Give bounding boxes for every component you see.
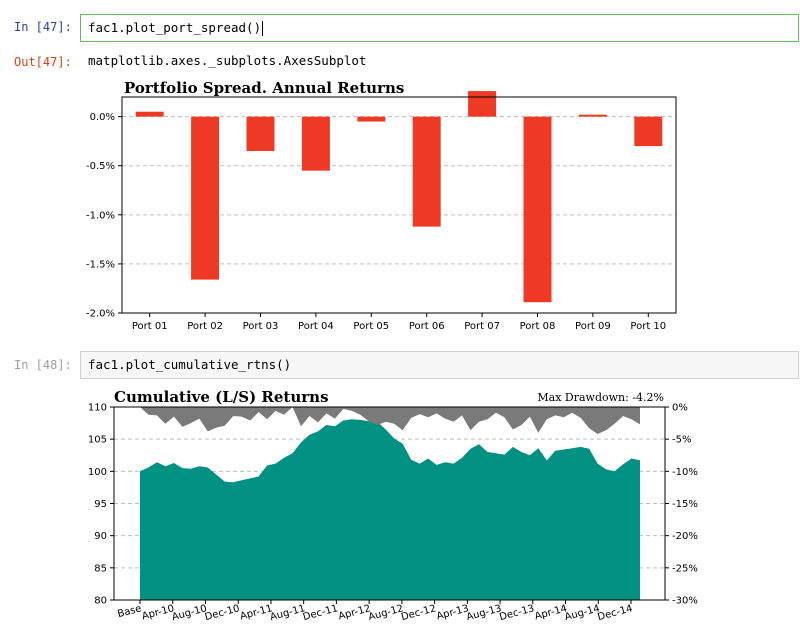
y2-tick-label: -25% bbox=[672, 563, 698, 574]
bar bbox=[135, 111, 164, 117]
y-tick-label: 105 bbox=[88, 435, 107, 446]
chart-title: Cumulative (L/S) Returns bbox=[114, 388, 329, 406]
y-tick-label: 85 bbox=[94, 563, 107, 574]
x-tick-label: Dec-12 bbox=[400, 603, 437, 623]
y-tick-label: 110 bbox=[88, 403, 107, 414]
y-tick-label: 95 bbox=[94, 499, 107, 510]
code-text-47: fac1.plot_port_spread() bbox=[88, 20, 262, 35]
output-text-47: matplotlib.axes._subplots.AxesSubplot bbox=[88, 53, 367, 68]
x-tick-label: Port 06 bbox=[409, 321, 445, 332]
max-drawdown-annotation: Max Drawdown: -4.2% bbox=[537, 391, 664, 404]
x-tick-label: Port 08 bbox=[520, 321, 556, 332]
code-text-48: fac1.plot_cumulative_rtns() bbox=[88, 357, 292, 372]
cumulative-return-area bbox=[140, 419, 640, 600]
plot-frame bbox=[121, 96, 677, 314]
code-cell-47[interactable]: fac1.plot_port_spread() bbox=[80, 14, 799, 42]
y-tick-label: -2.0% bbox=[86, 309, 115, 320]
y-tick-label: -1.0% bbox=[86, 210, 115, 221]
x-tick-label: Port 10 bbox=[630, 321, 666, 332]
bar bbox=[578, 114, 607, 117]
x-tick-label: Port 03 bbox=[243, 321, 279, 332]
x-tick-label: Base bbox=[116, 603, 142, 620]
chart-title: Portfolio Spread. Annual Returns bbox=[124, 79, 404, 97]
x-tick-label: Port 01 bbox=[132, 321, 168, 332]
y2-tick-label: -30% bbox=[672, 596, 698, 607]
x-tick-label: Port 09 bbox=[575, 321, 611, 332]
y-tick-label: -0.5% bbox=[86, 161, 115, 172]
text-cursor bbox=[262, 21, 264, 36]
bar bbox=[191, 116, 220, 280]
y-tick-label: 80 bbox=[94, 596, 107, 607]
y-tick-label: -1.5% bbox=[86, 259, 115, 270]
x-tick-label: Aug-10 bbox=[171, 603, 208, 623]
code-cell-48[interactable]: fac1.plot_cumulative_rtns() bbox=[80, 351, 799, 379]
in-prompt-48: In [48]: bbox=[14, 358, 72, 372]
drawdown-area bbox=[140, 407, 640, 434]
y-tick-label: 100 bbox=[88, 467, 107, 478]
bar bbox=[634, 116, 663, 147]
in-prompt-47: In [47]: bbox=[14, 20, 72, 34]
y2-tick-label: -5% bbox=[672, 435, 691, 446]
x-tick-label: Dec-10 bbox=[204, 603, 241, 623]
x-tick-label: Dec-13 bbox=[498, 603, 535, 623]
x-tick-label: Aug-13 bbox=[465, 603, 502, 623]
out-prompt-47: Out[47]: bbox=[14, 55, 72, 69]
portfolio-spread-chart: 0.0% -0.5% -1.0% -1.5% -2.0% Port 01 Port 02 Po… bbox=[86, 79, 677, 332]
x-tick-label: Port 04 bbox=[298, 321, 334, 332]
x-tick-label: Port 05 bbox=[353, 321, 389, 332]
bar bbox=[357, 116, 386, 122]
bar bbox=[412, 116, 441, 227]
y2-tick-label: -15% bbox=[672, 499, 698, 510]
x-tick-label: Aug-14 bbox=[564, 603, 601, 623]
x-tick-label: Aug-11 bbox=[269, 603, 306, 623]
x-tick-label: Port 02 bbox=[187, 321, 223, 332]
y-tick-label: 0.0% bbox=[90, 112, 115, 123]
x-tick-label: Aug-12 bbox=[367, 603, 404, 623]
y-tick-label: 90 bbox=[94, 531, 107, 542]
x-tick-label: Dec-14 bbox=[596, 603, 633, 623]
x-tick-label: Port 07 bbox=[464, 321, 500, 332]
bar bbox=[468, 91, 497, 117]
bar bbox=[523, 116, 552, 303]
bar bbox=[246, 116, 275, 151]
x-tick-label: Dec-11 bbox=[302, 603, 339, 623]
y2-tick-label: -20% bbox=[672, 531, 698, 542]
plot-frame bbox=[113, 406, 666, 601]
y2-tick-label: -10% bbox=[672, 467, 698, 478]
y2-tick-label: 0% bbox=[672, 403, 688, 414]
bar bbox=[301, 116, 330, 171]
